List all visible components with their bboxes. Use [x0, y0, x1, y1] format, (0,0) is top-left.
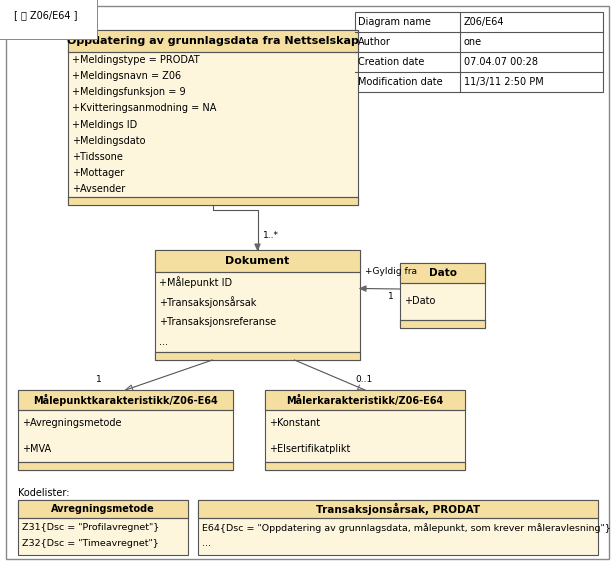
- Text: ...: ...: [159, 337, 168, 347]
- Text: +Meldingstype = PRODAT: +Meldingstype = PRODAT: [72, 55, 200, 65]
- Bar: [18, 500, 188, 518]
- Text: Creation date: Creation date: [358, 57, 424, 67]
- Text: Transaksjonsårsak, PRODAT: Transaksjonsårsak, PRODAT: [316, 503, 480, 515]
- Text: +Meldingsfunksjon = 9: +Meldingsfunksjon = 9: [72, 87, 185, 97]
- Bar: [265, 390, 465, 410]
- Text: +Tidssone: +Tidssone: [72, 152, 123, 162]
- Text: Z06/E64: Z06/E64: [464, 17, 505, 27]
- Bar: [198, 500, 598, 518]
- Text: +Gyldig fra: +Gyldig fra: [365, 267, 417, 276]
- Bar: [68, 197, 358, 205]
- Bar: [198, 500, 598, 555]
- Text: +Avsender: +Avsender: [72, 184, 125, 194]
- Text: 11/3/11 2:50 PM: 11/3/11 2:50 PM: [464, 77, 544, 87]
- Text: Z32{Dsc = "Timeavregnet"}: Z32{Dsc = "Timeavregnet"}: [22, 539, 159, 548]
- Text: +Meldingsnavn = Z06: +Meldingsnavn = Z06: [72, 71, 181, 81]
- Text: ...: ...: [202, 539, 211, 548]
- Bar: [155, 352, 360, 360]
- Text: 1: 1: [95, 375, 101, 384]
- Bar: [68, 30, 358, 52]
- Text: +Målepunkt ID: +Målepunkt ID: [159, 276, 232, 288]
- Text: Avregningsmetode: Avregningsmetode: [51, 504, 155, 514]
- Bar: [400, 263, 485, 283]
- Text: 07.04.07 00:28: 07.04.07 00:28: [464, 57, 538, 67]
- Text: Målepunktkarakteristikk/Z06-E64: Målepunktkarakteristikk/Z06-E64: [33, 394, 218, 406]
- Polygon shape: [255, 244, 260, 250]
- Text: +Transaksjonsreferanse: +Transaksjonsreferanse: [159, 317, 276, 327]
- Text: Z31{Dsc = "Profilavregnet"}: Z31{Dsc = "Profilavregnet"}: [22, 523, 160, 532]
- Text: +Avregningsmetode: +Avregningsmetode: [22, 418, 121, 428]
- Text: Kodelister:: Kodelister:: [18, 488, 70, 498]
- Text: +MVA: +MVA: [22, 444, 51, 454]
- Bar: [18, 462, 233, 470]
- Text: Diagram name: Diagram name: [358, 17, 431, 27]
- Text: Målerkarakteristikk/Z06-E64: Målerkarakteristikk/Z06-E64: [286, 394, 444, 405]
- Text: 0..1: 0..1: [355, 375, 372, 384]
- Bar: [18, 390, 233, 410]
- Bar: [18, 500, 188, 555]
- Bar: [265, 462, 465, 470]
- Text: E64{Dsc = "Oppdatering av grunnlagsdata, målepunkt, som krever måleravlesning"}: E64{Dsc = "Oppdatering av grunnlagsdata,…: [202, 523, 610, 532]
- Text: +Mottager: +Mottager: [72, 168, 124, 178]
- Text: 1: 1: [388, 292, 394, 301]
- Text: Modification date: Modification date: [358, 77, 443, 87]
- Text: +Meldings ID: +Meldings ID: [72, 120, 137, 129]
- Text: +Elsertifikatplikt: +Elsertifikatplikt: [269, 444, 351, 454]
- Bar: [400, 263, 485, 328]
- Text: +Meldingsdato: +Meldingsdato: [72, 136, 145, 145]
- Bar: [68, 30, 358, 205]
- Text: Dokument: Dokument: [225, 256, 290, 266]
- Text: +Transaksjonsårsak: +Transaksjonsårsak: [159, 296, 256, 308]
- Bar: [155, 250, 360, 360]
- Polygon shape: [360, 286, 366, 291]
- Text: Oppdatering av grunnlagsdata fra Nettselskap: Oppdatering av grunnlagsdata fra Nettsel…: [67, 36, 359, 46]
- Bar: [155, 250, 360, 272]
- Text: [ 屋 Z06/E64 ]: [ 屋 Z06/E64 ]: [14, 10, 78, 20]
- Text: one: one: [464, 37, 482, 47]
- Bar: [18, 390, 233, 470]
- Text: +Konstant: +Konstant: [269, 418, 320, 428]
- Text: +Dato: +Dato: [404, 296, 436, 307]
- Text: Dato: Dato: [429, 268, 456, 278]
- Text: Author: Author: [358, 37, 391, 47]
- Text: +Kvitteringsanmodning = NA: +Kvitteringsanmodning = NA: [72, 103, 216, 113]
- Bar: [265, 390, 465, 470]
- Text: 1..*: 1..*: [262, 231, 278, 240]
- Bar: [355, 12, 603, 92]
- Bar: [400, 320, 485, 328]
